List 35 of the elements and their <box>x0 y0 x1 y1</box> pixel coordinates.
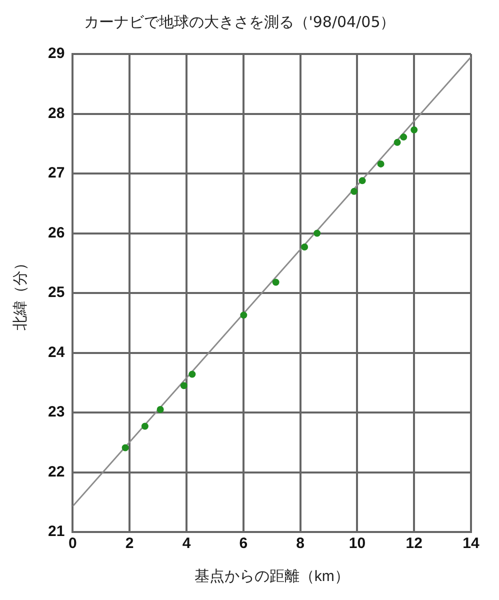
point <box>122 444 129 452</box>
point <box>141 422 148 430</box>
point <box>188 370 196 378</box>
y-tick-label: 25 <box>48 284 65 302</box>
point <box>240 312 248 319</box>
x-axis-title: 基点からの距離（km） <box>194 568 350 586</box>
y-tick-label: 22 <box>48 463 65 480</box>
x-tick-label: 0 <box>68 535 77 552</box>
point <box>410 126 418 134</box>
point <box>350 188 358 195</box>
x-tick-label: 8 <box>296 535 304 552</box>
y-tick-label: 26 <box>48 224 65 242</box>
point <box>400 134 408 141</box>
point <box>156 406 164 414</box>
x-tick-label: 10 <box>348 535 366 552</box>
point <box>272 278 280 286</box>
x-tick-label: 14 <box>462 535 480 552</box>
y-axis-title: 北緯（分） <box>12 256 30 330</box>
point <box>358 177 366 184</box>
point <box>180 382 188 390</box>
y-tick-label: 27 <box>48 164 65 182</box>
y-tick-label: 28 <box>48 104 65 122</box>
point <box>314 230 321 237</box>
y-tick-label: 23 <box>48 404 65 421</box>
point <box>394 138 401 146</box>
x-tick-label: 2 <box>125 535 134 552</box>
chart-title: カーナビで地球の大きさを測る（'98/04/05） <box>84 12 396 31</box>
point <box>301 243 308 250</box>
y-tick-label: 21 <box>48 523 65 540</box>
x-tick-label: 12 <box>406 535 422 552</box>
x-tick-label: 4 <box>182 535 192 552</box>
x-tick-label: 6 <box>239 535 248 552</box>
y-tick-label: 24 <box>48 344 66 361</box>
point <box>377 160 384 168</box>
y-tick-label: 29 <box>48 45 65 62</box>
